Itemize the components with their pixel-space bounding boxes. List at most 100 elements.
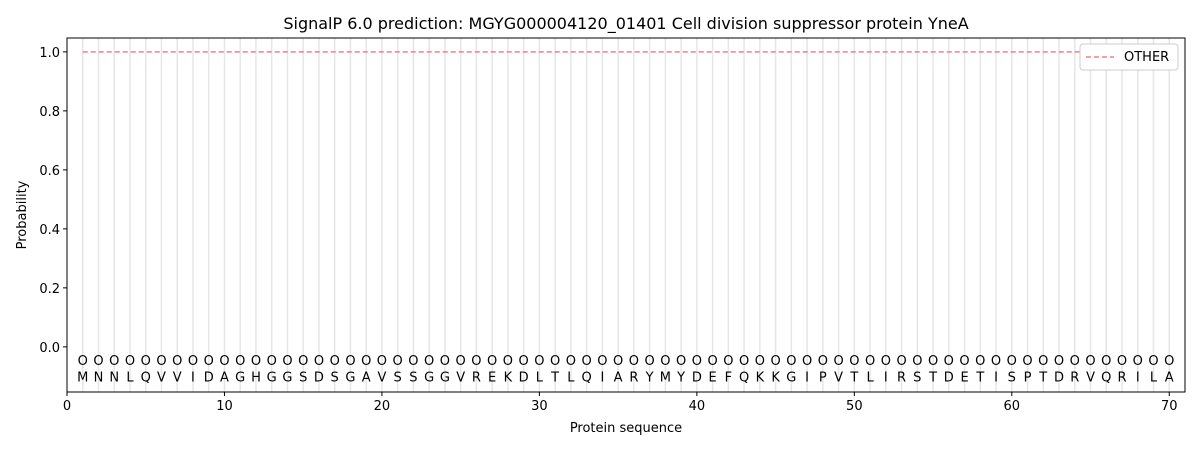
y-tick-label: 0.4 xyxy=(39,223,60,238)
predicted-label-marker: O xyxy=(928,354,938,369)
predicted-label-marker: O xyxy=(298,354,308,369)
residue-label: I xyxy=(994,370,998,385)
predicted-label-marker: O xyxy=(282,354,292,369)
predicted-label-marker: O xyxy=(582,354,592,369)
residue-label: T xyxy=(849,370,858,385)
predicted-label-marker: O xyxy=(991,354,1001,369)
y-tick-label: 0.0 xyxy=(39,341,60,356)
chart-title: SignalP 6.0 prediction: MGYG000004120_01… xyxy=(283,14,968,34)
residue-label: G xyxy=(424,370,434,385)
residue-label: R xyxy=(1070,370,1079,385)
predicted-label-marker: O xyxy=(566,354,576,369)
predicted-label-marker: O xyxy=(660,354,670,369)
residue-label: E xyxy=(960,370,968,385)
predicted-label-marker: O xyxy=(723,354,733,369)
residue-label: L xyxy=(126,370,134,385)
residue-label: Q xyxy=(739,370,749,385)
residue-label: S xyxy=(394,370,402,385)
predicted-label-marker: O xyxy=(172,354,182,369)
y-tick-label: 1.0 xyxy=(39,46,60,61)
residue-label: S xyxy=(331,370,339,385)
predicted-label-marker: O xyxy=(314,354,324,369)
predicted-label-marker: O xyxy=(1117,354,1127,369)
residue-label: D xyxy=(1054,370,1064,385)
y-tick-label: 0.2 xyxy=(39,282,60,297)
residue-label: P xyxy=(1024,370,1032,385)
residue-label: T xyxy=(928,370,937,385)
residue-label: V xyxy=(157,370,166,385)
residue-label: V xyxy=(377,370,386,385)
predicted-label-marker: O xyxy=(613,354,623,369)
predicted-label-marker: O xyxy=(786,354,796,369)
residue-label: M xyxy=(77,370,88,385)
legend: OTHER xyxy=(1079,43,1179,71)
legend-box xyxy=(1079,43,1179,71)
predicted-label-marker: O xyxy=(377,354,387,369)
chart-marks: OMONONOLOQOVOVOIODOAOGOHOGOGOSODOSOGOAOV… xyxy=(77,51,1174,385)
predicted-label-marker: O xyxy=(975,354,985,369)
predicted-label-marker: O xyxy=(645,354,655,369)
predicted-label-marker: O xyxy=(849,354,859,369)
x-tick-label: 30 xyxy=(531,399,548,414)
residue-label: I xyxy=(191,370,195,385)
predicted-label-marker: O xyxy=(503,354,513,369)
residue-label: R xyxy=(1117,370,1126,385)
x-tick-label: 20 xyxy=(374,399,391,414)
predicted-label-marker: O xyxy=(424,354,434,369)
residue-label: H xyxy=(251,370,261,385)
residue-label: R xyxy=(629,370,638,385)
residue-label: A xyxy=(614,370,623,385)
predicted-label-marker: O xyxy=(78,354,88,369)
residue-label: E xyxy=(708,370,716,385)
residue-label: Q xyxy=(582,370,592,385)
residue-label: G xyxy=(345,370,355,385)
predicted-label-marker: O xyxy=(487,354,497,369)
predicted-label-marker: O xyxy=(188,354,198,369)
predicted-label-marker: O xyxy=(944,354,954,369)
residue-label: S xyxy=(1008,370,1016,385)
predicted-label-marker: O xyxy=(1085,354,1095,369)
y-axis-label: Probability xyxy=(15,180,30,249)
residue-label: A xyxy=(220,370,229,385)
predicted-label-marker: O xyxy=(802,354,812,369)
residue-label: L xyxy=(866,370,874,385)
predicted-label-marker: O xyxy=(393,354,403,369)
predicted-label-marker: O xyxy=(550,354,560,369)
residue-label: Q xyxy=(141,370,151,385)
residue-label: V xyxy=(1086,370,1095,385)
residue-label: A xyxy=(362,370,371,385)
x-tick-label: 0 xyxy=(63,399,71,414)
residue-label: D xyxy=(204,370,214,385)
residue-label: D xyxy=(314,370,324,385)
x-tick-label: 10 xyxy=(216,399,233,414)
x-axis: 0 10 20 30 40 50 60 70 xyxy=(63,392,1178,414)
residue-label: D xyxy=(692,370,702,385)
predicted-label-marker: O xyxy=(833,354,843,369)
predicted-label-marker: O xyxy=(125,354,135,369)
predicted-label-marker: O xyxy=(629,354,639,369)
predicted-label-marker: O xyxy=(156,354,166,369)
residue-label: K xyxy=(756,370,765,385)
predicted-label-marker: O xyxy=(440,354,450,369)
residue-label: R xyxy=(897,370,906,385)
predicted-label-marker: O xyxy=(408,354,418,369)
predicted-label-marker: O xyxy=(959,354,969,369)
predicted-label-marker: O xyxy=(1038,354,1048,369)
residue-label: K xyxy=(504,370,513,385)
x-axis-label: Protein sequence xyxy=(570,421,682,436)
predicted-label-marker: O xyxy=(692,354,702,369)
predicted-label-marker: O xyxy=(1133,354,1143,369)
residue-label: V xyxy=(173,370,182,385)
x-tick-label: 60 xyxy=(1004,399,1021,414)
residue-label: V xyxy=(834,370,843,385)
predicted-label-marker: O xyxy=(707,354,717,369)
predicted-label-marker: O xyxy=(865,354,875,369)
predicted-label-marker: O xyxy=(267,354,277,369)
predicted-label-marker: O xyxy=(770,354,780,369)
residue-label: P xyxy=(819,370,827,385)
predicted-label-marker: O xyxy=(676,354,686,369)
predicted-label-marker: O xyxy=(1022,354,1032,369)
predicted-label-marker: O xyxy=(330,354,340,369)
predicted-label-marker: O xyxy=(739,354,749,369)
